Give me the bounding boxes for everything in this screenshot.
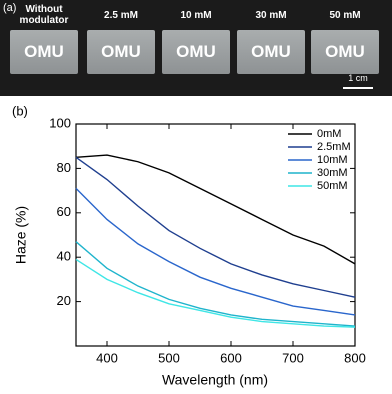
sample-plate: OMU [311, 30, 379, 74]
sample-label: 50 mM [329, 10, 361, 21]
legend-label: 10mM [317, 154, 348, 166]
x-tick-label: 400 [96, 350, 118, 365]
photo: (a) 1 cm Without modulator OMU 2.5 mM OMU 10… [0, 0, 392, 96]
sample-plate: OMU [237, 30, 305, 74]
sample-plate: OMU [87, 30, 155, 74]
y-tick-label: 100 [49, 115, 71, 130]
panel-label: (a) [3, 2, 17, 14]
panel-label: (b) [12, 103, 28, 118]
sample-label: 10 mM [180, 10, 212, 21]
series-line [75, 187, 356, 316]
y-tick-label: 40 [57, 249, 71, 264]
series-line [75, 241, 356, 327]
sample-label: 30 mM [255, 10, 287, 21]
series-line [75, 154, 356, 265]
legend-label: 50mM [317, 180, 348, 192]
x-tick-label: 700 [282, 350, 304, 365]
y-tick-label: 80 [57, 160, 71, 175]
x-tick-label: 500 [158, 350, 180, 365]
legend-label: 2.5mM [317, 141, 351, 153]
scale-bar-label: 1 cm [348, 73, 368, 83]
series-line [75, 258, 356, 328]
sample-label: Without modulator [19, 4, 69, 26]
x-tick-label: 600 [220, 350, 242, 365]
x-tick-label: 800 [344, 350, 366, 365]
scale-bar [343, 87, 373, 89]
y-tick-label: 60 [57, 204, 71, 219]
sample-label: 2.5 mM [104, 10, 138, 21]
x-axis-label: Wavelength (nm) [162, 372, 268, 388]
plot-frame [75, 123, 356, 347]
legend-label: 30mM [317, 167, 348, 179]
y-axis-label: Haze (%) [13, 206, 29, 264]
series-line [75, 156, 356, 298]
sample-plate: OMU [10, 30, 78, 74]
y-tick-label: 20 [57, 293, 71, 308]
legend-label: 0mM [317, 128, 341, 140]
sample-plate: OMU [162, 30, 230, 74]
